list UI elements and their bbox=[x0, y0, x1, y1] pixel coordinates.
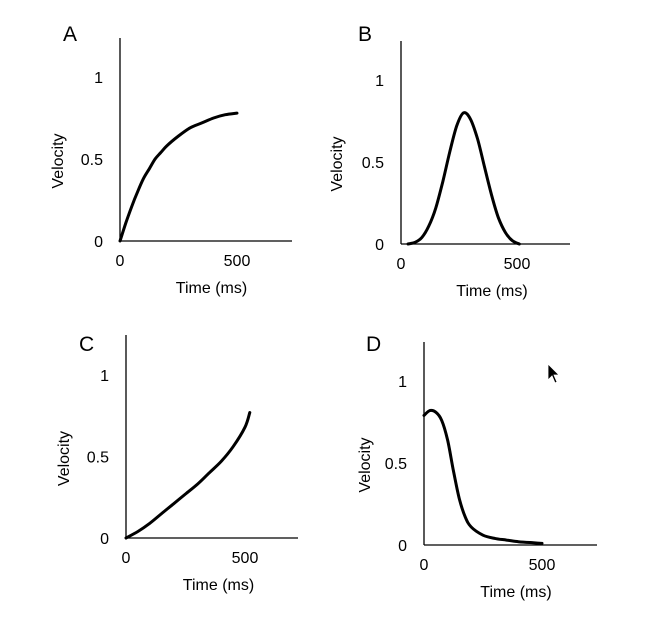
x-tick-label: 0 bbox=[116, 253, 125, 270]
velocity-curve bbox=[118, 111, 239, 243]
x-axis-title: Time (ms) bbox=[456, 283, 527, 300]
velocity-curve bbox=[124, 411, 252, 540]
y-axis-title: Velocity bbox=[50, 133, 67, 188]
y-axis-title: Velocity bbox=[329, 136, 346, 191]
panel-c: C 0 0.5 1 0 500 Time (ms) Velocity bbox=[56, 333, 298, 594]
y-tick-label: 0 bbox=[94, 234, 103, 251]
y-tick-label: 1 bbox=[398, 374, 407, 391]
y-tick-label: 0.5 bbox=[385, 456, 407, 473]
x-axis-title: Time (ms) bbox=[183, 577, 254, 594]
velocity-curve bbox=[422, 408, 544, 545]
panel-letter: D bbox=[366, 333, 381, 356]
y-tick-label: 0 bbox=[398, 538, 407, 555]
x-tick-label: 500 bbox=[504, 256, 531, 273]
y-tick-label: 1 bbox=[94, 70, 103, 87]
y-axis-title: Velocity bbox=[56, 431, 73, 486]
mouse-cursor-icon bbox=[547, 363, 560, 384]
y-tick-label: 0 bbox=[100, 531, 109, 548]
x-tick-label: 500 bbox=[224, 253, 251, 270]
x-axis-title: Time (ms) bbox=[480, 584, 551, 601]
x-tick-label: 0 bbox=[397, 256, 406, 273]
panel-letter: B bbox=[358, 23, 372, 46]
y-tick-label: 0 bbox=[375, 237, 384, 254]
y-tick-label: 0.5 bbox=[87, 450, 109, 467]
x-tick-label: 500 bbox=[529, 557, 556, 574]
panel-letter: C bbox=[79, 333, 94, 356]
y-axis-title: Velocity bbox=[357, 437, 374, 492]
panel-d: D 0 0.5 1 0 500 Time (ms) Velocity bbox=[357, 333, 597, 601]
y-tick-label: 0.5 bbox=[362, 155, 384, 172]
panel-a: A 0 0.5 1 0 500 Time (ms) Velocity bbox=[50, 23, 292, 297]
x-tick-label: 500 bbox=[232, 550, 259, 567]
x-tick-label: 0 bbox=[122, 550, 131, 567]
y-tick-label: 1 bbox=[100, 368, 109, 385]
x-axis-title: Time (ms) bbox=[176, 280, 247, 297]
panel-letter: A bbox=[63, 23, 77, 46]
panel-b: B 0 0.5 1 0 500 Time (ms) Velocity bbox=[329, 23, 570, 300]
y-tick-label: 0.5 bbox=[81, 152, 103, 169]
y-tick-label: 1 bbox=[375, 73, 384, 90]
velocity-curve bbox=[406, 111, 521, 246]
x-tick-label: 0 bbox=[420, 557, 429, 574]
